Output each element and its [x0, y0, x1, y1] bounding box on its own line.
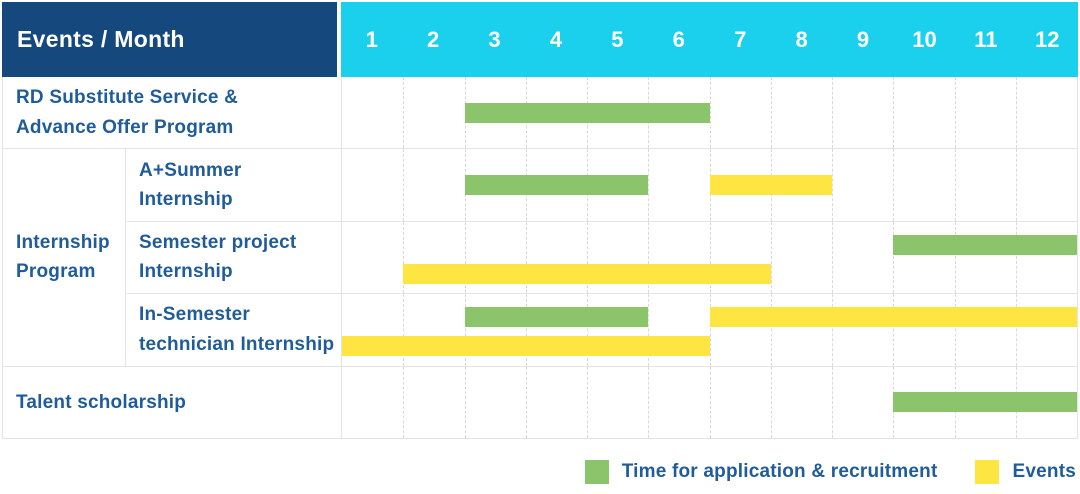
month-gridline — [954, 77, 956, 149]
month-gridline — [648, 366, 650, 438]
month-label: 8 — [795, 26, 808, 52]
group-label-internship-program: Internship Program — [3, 149, 126, 367]
month-gridline — [709, 366, 711, 438]
application-bar — [464, 175, 649, 196]
application-bar — [893, 234, 1077, 255]
month-gridline — [832, 221, 833, 294]
month-gridline — [648, 221, 650, 294]
month-gridline — [709, 294, 711, 366]
row-label-in-semester-technician: In-Semester technician Internship — [126, 294, 342, 367]
month-label: 11 — [974, 26, 998, 52]
month-gridline — [464, 294, 466, 366]
legend-item-application: Time for application & recruitment — [584, 459, 938, 484]
month-gridline — [893, 294, 895, 366]
application-bar — [893, 392, 1077, 413]
month-gridline — [1015, 77, 1017, 149]
legend-label: Time for application & recruitment — [621, 460, 938, 482]
month-gridline — [709, 77, 711, 149]
header-divider — [337, 2, 341, 77]
table-body: RD Substitute Service & Advance Offer Pr… — [2, 77, 1078, 439]
month-label: 6 — [672, 26, 685, 52]
month-label: 4 — [549, 26, 563, 52]
header-title: Events / Month — [2, 2, 337, 77]
month-gridline — [832, 294, 833, 366]
month-label: 12 — [1035, 26, 1060, 52]
month-gridline — [403, 221, 405, 294]
chart-row-in-semester-technician — [342, 294, 1077, 367]
month-gridline — [893, 221, 895, 294]
row-label-semester-project: Semester project Internship — [126, 221, 342, 295]
legend: Time for application & recruitment Event… — [2, 459, 1078, 484]
month-gridline — [770, 77, 772, 149]
month-gridline — [403, 366, 405, 438]
legend-label: Events — [1012, 460, 1076, 482]
row-label-a-plus-summer: A+Summer Internship — [126, 149, 342, 222]
month-gridline — [525, 221, 527, 294]
event-bar — [342, 336, 710, 357]
month-gridline — [587, 366, 588, 438]
row-label-talent-scholarship: Talent scholarship — [3, 366, 342, 439]
month-gridline — [709, 221, 711, 294]
chart-row-rd-substitute — [342, 77, 1077, 150]
month-gridline — [648, 149, 650, 221]
table-header: Events / Month 1 2 3 4 5 6 7 8 9 10 11 1… — [2, 2, 1078, 77]
month-label: 2 — [426, 26, 440, 52]
legend-item-events: Events — [975, 459, 1076, 484]
month-gridline — [832, 366, 833, 438]
month-label: 1 — [365, 26, 378, 52]
event-bar — [709, 175, 832, 196]
events-month-table: Events / Month 1 2 3 4 5 6 7 8 9 10 11 1… — [2, 2, 1078, 484]
month-label: 3 — [488, 26, 501, 52]
month-gridline — [893, 77, 895, 149]
month-gridline — [525, 294, 527, 366]
month-gridline — [464, 366, 466, 438]
month-gridline — [770, 221, 772, 294]
month-gridline — [464, 221, 466, 294]
application-swatch-icon — [584, 459, 609, 484]
month-gridline — [832, 77, 833, 149]
month-gridline — [525, 366, 527, 438]
month-gridline — [1015, 149, 1017, 221]
month-gridline — [648, 294, 650, 366]
chart-row-semester-project — [342, 221, 1077, 295]
month-gridline — [403, 149, 405, 221]
month-gridline — [403, 77, 405, 149]
chart-row-talent-scholarship — [342, 366, 1077, 439]
event-bar — [709, 307, 1077, 328]
month-gridline — [770, 366, 772, 438]
application-bar — [464, 102, 710, 123]
events-swatch-icon — [975, 459, 1000, 484]
month-label: 5 — [611, 26, 624, 52]
month-gridline — [587, 294, 588, 366]
month-gridline — [893, 149, 895, 221]
month-label: 9 — [856, 26, 870, 52]
month-gridline — [954, 149, 956, 221]
event-bar — [403, 263, 771, 284]
month-gridline — [954, 294, 956, 366]
month-header: 1 2 3 4 5 6 7 8 9 10 11 12 — [341, 2, 1078, 77]
month-gridline — [403, 294, 405, 366]
month-gridline — [832, 149, 833, 221]
row-label-rd-substitute: RD Substitute Service & Advance Offer Pr… — [3, 77, 342, 150]
month-gridline — [770, 294, 772, 366]
month-gridline — [1015, 294, 1017, 366]
month-gridline — [1015, 221, 1017, 294]
application-bar — [464, 307, 649, 328]
month-label: 10 — [912, 26, 937, 52]
chart-row-a-plus-summer — [342, 149, 1077, 222]
month-gridline — [587, 221, 588, 294]
month-gridline — [954, 221, 956, 294]
month-label: 7 — [734, 26, 747, 52]
